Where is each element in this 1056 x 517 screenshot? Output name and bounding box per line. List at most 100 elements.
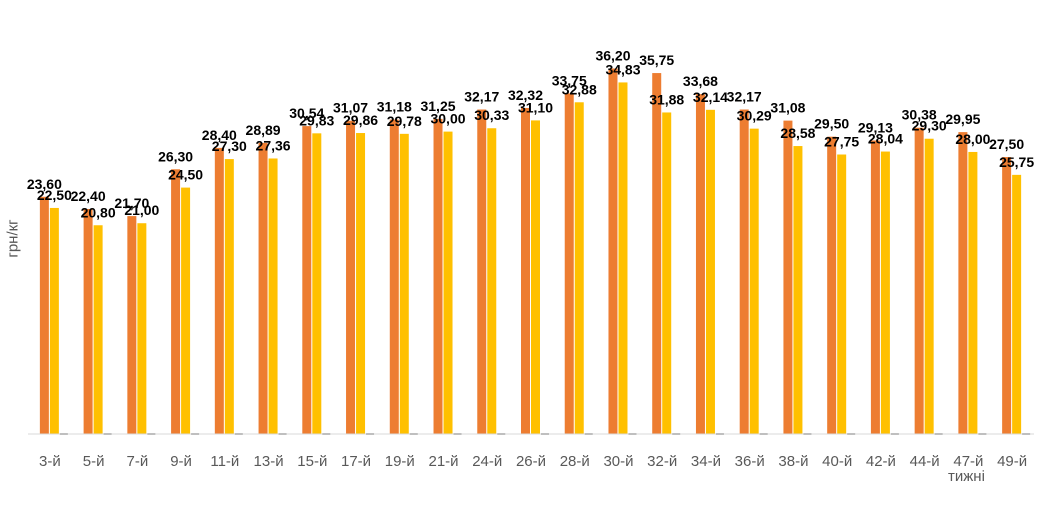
value-label-s1-13-й: 28,89 [246, 122, 281, 138]
bar-s1-7-й [127, 216, 137, 434]
value-label-s1-42-й: 29,13 [858, 119, 893, 135]
value-label-s1-15-й: 30,54 [289, 105, 324, 121]
value-label-s2-28-й: 32,88 [562, 81, 597, 97]
x-tick-label-3-й: 3-й [39, 453, 61, 470]
value-label-s1-38-й: 31,08 [770, 100, 805, 116]
bar-s2-21-й [443, 131, 453, 434]
bar-s1-30-й [608, 68, 618, 434]
bar-s2-34-й [705, 109, 715, 435]
bar-s1-21-й [433, 118, 443, 434]
bar-s1-5-й [83, 208, 93, 434]
value-label-s2-5-й: 20,80 [81, 204, 116, 220]
bar-s2-49-й [1012, 174, 1022, 435]
x-tick-label-9-й: 9-й [170, 453, 192, 470]
bar-s2-7-й [137, 223, 147, 434]
value-label-s2-36-й: 30,29 [737, 108, 772, 124]
x-tick-label-42-й: 42-й [866, 453, 896, 470]
x-tick-label-28-й: 28-й [560, 453, 590, 470]
value-label-s1-11-й: 28,40 [202, 127, 237, 143]
value-label-s2-49-й: 25,75 [999, 154, 1034, 170]
value-label-s1-5-й: 22,40 [71, 188, 106, 204]
x-tick-label-36-й: 36-й [735, 453, 765, 470]
bar-s1-24-й [477, 109, 487, 434]
bar-s2-17-й [356, 133, 366, 434]
value-label-s1-40-й: 29,50 [814, 116, 849, 132]
bar-s2-13-й [268, 158, 278, 434]
value-label-s2-47-й: 28,00 [955, 131, 990, 147]
bar-s2-30-й [618, 82, 628, 434]
x-tick-label-24-й: 24-й [472, 453, 502, 470]
bar-s2-19-й [399, 133, 409, 434]
bar-s2-38-й [793, 146, 803, 434]
x-tick-label-19-й: 19-й [385, 453, 415, 470]
value-label-s1-9-й: 26,30 [158, 148, 193, 164]
y-axis-label-box: грн/кг [4, 210, 26, 270]
value-label-s1-26-й: 32,32 [508, 87, 543, 103]
bar-s1-38-й [783, 120, 793, 435]
x-tick-label-34-й: 34-й [691, 453, 721, 470]
bar-s1-49-й [1002, 157, 1012, 435]
value-label-s2-32-й: 31,88 [649, 91, 684, 107]
bar-s1-28-й [564, 93, 574, 435]
value-label-s1-34-й: 33,68 [683, 73, 718, 89]
bar-s2-28-й [574, 102, 584, 434]
bar-s1-17-й [346, 120, 356, 434]
bar-s1-32-й [652, 73, 662, 434]
bar-s1-15-й [302, 126, 312, 435]
x-tick-label-30-й: 30-й [603, 453, 633, 470]
value-label-s1-49-й: 27,50 [989, 136, 1024, 152]
x-tick-label-17-й: 17-й [341, 453, 371, 470]
bar-s1-36-й [739, 109, 749, 434]
value-label-s2-7-й: 21,00 [124, 202, 159, 218]
bar-s1-26-й [521, 107, 530, 435]
x-tick-label-49-й: 49-й [997, 453, 1027, 470]
y-axis-label: грн/кг [4, 219, 22, 258]
bars-layer [39, 68, 1031, 435]
value-label-s1-32-й: 35,75 [639, 52, 674, 68]
value-label-s2-34-й: 32,14 [693, 89, 728, 105]
value-label-s2-11-й: 27,30 [212, 138, 247, 154]
bar-s1-19-й [389, 119, 399, 435]
x-tick-label-5-й: 5-й [83, 453, 105, 470]
value-label-s1-36-й: 32,17 [727, 89, 762, 105]
value-label-s1-47-й: 29,95 [945, 111, 980, 127]
x-axis-label: тижні [948, 468, 985, 485]
value-label-s2-19-й: 29,78 [387, 113, 422, 129]
x-tick-label-32-й: 32-й [647, 453, 677, 470]
value-label-s2-3-й: 22,50 [37, 187, 72, 203]
bar-s1-3-й [39, 196, 49, 434]
x-tick-label-47-й: 47-й [953, 453, 983, 470]
value-label-s2-40-й: 27,75 [824, 134, 859, 150]
x-tick-label-11-й: 11-й [210, 453, 239, 470]
x-tick-label-38-й: 38-й [778, 453, 808, 470]
value-label-s1-30-й: 36,20 [595, 47, 630, 63]
value-label-s1-19-й: 31,18 [377, 99, 412, 115]
value-label-s2-21-й: 30,00 [430, 111, 465, 127]
value-label-s1-17-й: 31,07 [333, 100, 368, 116]
value-label-s2-9-й: 24,50 [168, 167, 203, 183]
bar-s1-40-й [827, 136, 837, 434]
value-label-s1-21-й: 31,25 [420, 98, 455, 114]
bar-s2-40-й [837, 154, 847, 434]
value-label-s1-28-й: 33,75 [552, 72, 587, 88]
bar-s2-42-й [880, 151, 890, 434]
value-label-s2-15-й: 29,83 [299, 112, 334, 128]
bar-s1-47-й [958, 132, 968, 434]
bar-s2-32-й [662, 112, 672, 434]
value-label-s2-42-й: 28,04 [868, 131, 903, 147]
value-label-s2-38-й: 28,58 [780, 125, 815, 141]
bar-s2-9-й [181, 187, 191, 434]
bar-s1-11-й [214, 147, 224, 434]
bar-s2-44-й [924, 138, 934, 434]
bar-s2-3-й [49, 207, 59, 434]
x-tick-label-26-й: 26-й [516, 453, 546, 470]
bar-s2-36-й [749, 128, 759, 434]
bar-s1-9-й [171, 169, 181, 435]
value-label-s2-26-й: 31,10 [518, 99, 553, 115]
x-tick-label-13-й: 13-й [254, 453, 284, 470]
value-label-s2-30-й: 34,83 [605, 61, 640, 77]
x-tick-label-7-й: 7-й [126, 453, 148, 470]
x-tick-label-21-й: 21-й [428, 453, 458, 470]
